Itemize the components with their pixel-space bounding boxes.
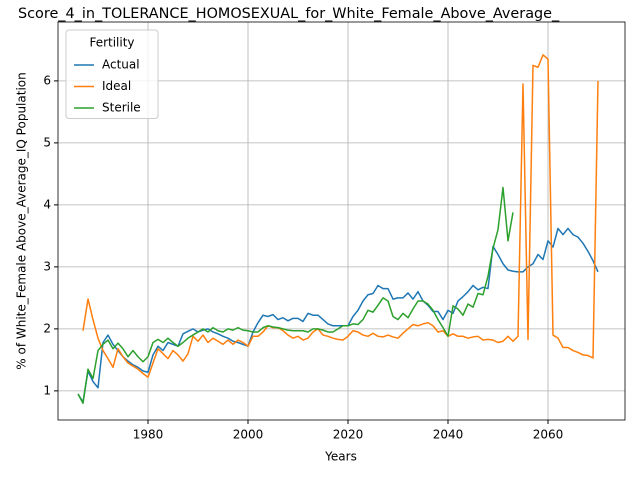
series-line bbox=[77, 186, 514, 405]
x-tick-label: 2060 bbox=[533, 428, 564, 442]
legend-label: Sterile bbox=[102, 101, 141, 115]
y-tick-label: 5 bbox=[43, 135, 51, 149]
y-tick-label: 3 bbox=[43, 259, 51, 273]
series-line bbox=[82, 54, 599, 378]
y-tick-label: 6 bbox=[43, 73, 51, 87]
y-tick-label: 2 bbox=[43, 321, 51, 335]
series-line bbox=[77, 227, 599, 403]
chart-title: Score_4_in_TOLERANCE_HOMOSEXUAL_for_Whit… bbox=[18, 6, 560, 22]
legend-label: Actual bbox=[102, 58, 140, 72]
legend-box bbox=[65, 29, 159, 119]
x-tick-label: 2000 bbox=[233, 428, 264, 442]
y-tick-label: 4 bbox=[43, 197, 51, 211]
legend-label: Ideal bbox=[102, 79, 131, 93]
legend-title: Fertility bbox=[89, 36, 134, 50]
x-axis-label: Years bbox=[324, 450, 357, 464]
x-tick-label: 1980 bbox=[133, 428, 164, 442]
x-tick-label: 2020 bbox=[333, 428, 364, 442]
y-tick-label: 1 bbox=[43, 383, 51, 397]
plot-frame bbox=[57, 21, 626, 421]
y-axis-label: % of White_Female Above_Average_IQ Popul… bbox=[15, 72, 29, 369]
x-tick-label: 2040 bbox=[433, 428, 464, 442]
